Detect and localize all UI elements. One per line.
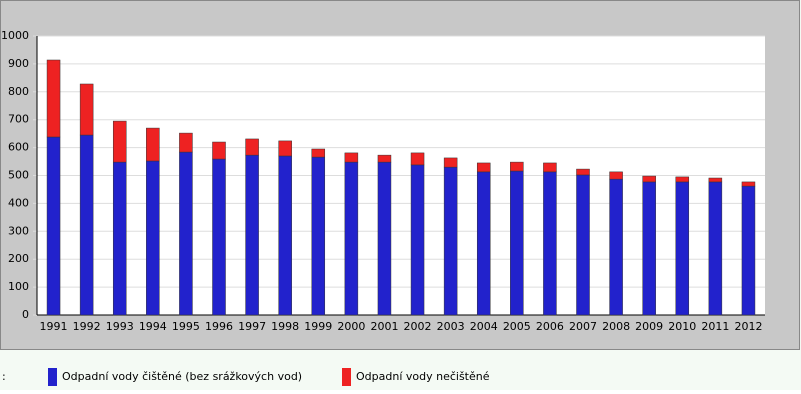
x-tick-label: 1998: [271, 320, 299, 333]
bar-segment: [377, 154, 392, 163]
bar-segment: [79, 134, 94, 316]
y-tick-label: 0: [22, 308, 29, 321]
y-tick-label: 1000: [1, 29, 29, 42]
x-tick-label: 2007: [569, 320, 597, 333]
bar-segment: [278, 155, 292, 316]
bar-segment: [245, 138, 259, 156]
x-tick-label: 1997: [238, 320, 266, 333]
bar-segment: [112, 161, 127, 316]
bar-segment: [741, 185, 756, 316]
bar-segment: [510, 170, 524, 316]
bar-segment: [344, 152, 359, 163]
bar-segment: [576, 174, 590, 316]
bar-segment: [278, 140, 292, 157]
bar-segment: [708, 181, 723, 316]
bar-segment: [741, 181, 756, 187]
x-tick-label: 2010: [668, 320, 696, 333]
y-tick-label: 900: [8, 57, 29, 70]
bar-segment: [476, 162, 491, 173]
bar-segment: [543, 171, 557, 316]
x-tick-label: 1994: [139, 320, 167, 333]
bar-segment: [443, 157, 458, 168]
bar-segment: [146, 160, 160, 316]
y-tick-label: 200: [8, 252, 29, 265]
bar-segment: [212, 158, 226, 316]
bar-segment: [311, 148, 326, 158]
bar-segment: [410, 152, 425, 166]
bar-segment: [377, 161, 392, 316]
x-tick-label: 1993: [106, 320, 134, 333]
y-tick-label: 400: [8, 196, 29, 209]
x-tick-label: 2004: [470, 320, 498, 333]
x-tick-label: 2003: [437, 320, 465, 333]
bar-segment: [642, 181, 656, 316]
x-tick-label: 2008: [602, 320, 630, 333]
y-tick-label: 500: [8, 169, 29, 182]
bar-segment: [675, 176, 690, 183]
x-tick-label: 2000: [337, 320, 365, 333]
bar-segment: [476, 171, 491, 316]
x-tick-label: 1999: [304, 320, 332, 333]
bar-segment: [112, 120, 127, 163]
bar-segment: [311, 156, 326, 316]
y-tick-label: 800: [8, 85, 29, 98]
y-tick-label: 100: [8, 280, 29, 293]
x-tick-label: 1991: [40, 320, 68, 333]
bar-segment: [675, 181, 690, 316]
bar-segment: [46, 59, 61, 138]
bar-segment: [543, 162, 557, 173]
x-tick-label: 2012: [734, 320, 762, 333]
bar-segment: [179, 132, 193, 153]
y-tick-label: 300: [8, 224, 29, 237]
bar-segment: [79, 83, 94, 136]
y-tick-label: 600: [8, 141, 29, 154]
legend-swatch: [342, 368, 351, 386]
bar-segment: [179, 151, 193, 316]
bar-segment: [609, 178, 623, 316]
bar-segment: [642, 175, 656, 183]
legend-swatch: [48, 368, 57, 386]
bar-segment: [146, 127, 160, 162]
bar-segment: [510, 161, 524, 172]
x-tick-label: 2005: [503, 320, 531, 333]
bar-segment: [576, 168, 590, 176]
x-tick-label: 1995: [172, 320, 200, 333]
bar-segment: [344, 161, 359, 316]
y-tick-label: 700: [8, 113, 29, 126]
bar-segment: [708, 177, 723, 183]
legend-label: Odpadní vody čištěné (bez srážkových vod…: [62, 370, 302, 383]
x-tick-label: 2009: [635, 320, 663, 333]
bar-segment: [212, 141, 226, 160]
legend-label: Odpadní vody nečištěné: [356, 370, 490, 383]
x-tick-label: 2002: [404, 320, 432, 333]
bar-segment: [443, 166, 458, 316]
bar-segment: [245, 154, 259, 316]
x-tick-label: 2006: [536, 320, 564, 333]
legend-prefix: :: [2, 370, 6, 383]
x-tick-label: 1996: [205, 320, 233, 333]
x-tick-label: 2011: [701, 320, 729, 333]
bar-segment: [410, 164, 425, 316]
bar-segment: [46, 136, 61, 316]
x-tick-label: 2001: [370, 320, 398, 333]
x-tick-label: 1992: [73, 320, 101, 333]
bar-segment: [609, 171, 623, 180]
